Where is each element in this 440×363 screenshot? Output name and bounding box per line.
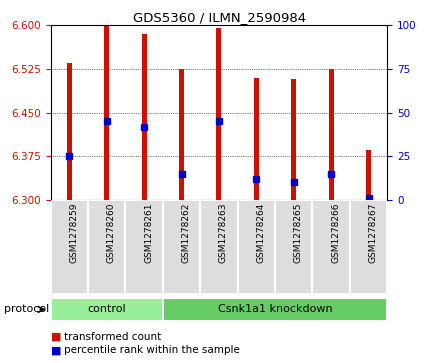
Text: GSM1278259: GSM1278259	[70, 203, 78, 263]
Bar	[366, 150, 371, 200]
Bar	[329, 69, 334, 200]
Bar	[51, 200, 88, 294]
Text: GSM1278267: GSM1278267	[368, 203, 378, 263]
Text: ■: ■	[51, 345, 61, 355]
Bar	[142, 34, 147, 200]
Bar	[88, 200, 125, 294]
Bar	[254, 78, 259, 200]
Bar	[104, 25, 109, 200]
Bar	[291, 79, 296, 200]
Text: GSM1278266: GSM1278266	[331, 203, 340, 263]
Bar	[163, 200, 200, 294]
Bar	[216, 28, 221, 200]
Text: GSM1278265: GSM1278265	[294, 203, 303, 263]
Text: GDS5360 / ILMN_2590984: GDS5360 / ILMN_2590984	[133, 11, 307, 24]
Text: GSM1278262: GSM1278262	[181, 203, 191, 263]
Bar	[125, 200, 163, 294]
Bar	[312, 200, 350, 294]
Text: GSM1278263: GSM1278263	[219, 203, 228, 263]
Bar	[67, 63, 72, 200]
Text: control: control	[88, 305, 126, 314]
Text: GSM1278260: GSM1278260	[107, 203, 116, 263]
Text: protocol: protocol	[4, 305, 50, 314]
Bar	[275, 200, 312, 294]
Bar	[238, 200, 275, 294]
Bar	[51, 298, 163, 321]
Bar	[350, 200, 387, 294]
Text: GSM1278264: GSM1278264	[256, 203, 265, 263]
Text: Csnk1a1 knockdown: Csnk1a1 knockdown	[218, 305, 332, 314]
Text: transformed count: transformed count	[64, 332, 161, 342]
Bar	[179, 69, 184, 200]
Bar	[163, 298, 387, 321]
Text: GSM1278261: GSM1278261	[144, 203, 153, 263]
Text: percentile rank within the sample: percentile rank within the sample	[64, 345, 240, 355]
Bar	[200, 200, 238, 294]
Text: ■: ■	[51, 332, 61, 342]
